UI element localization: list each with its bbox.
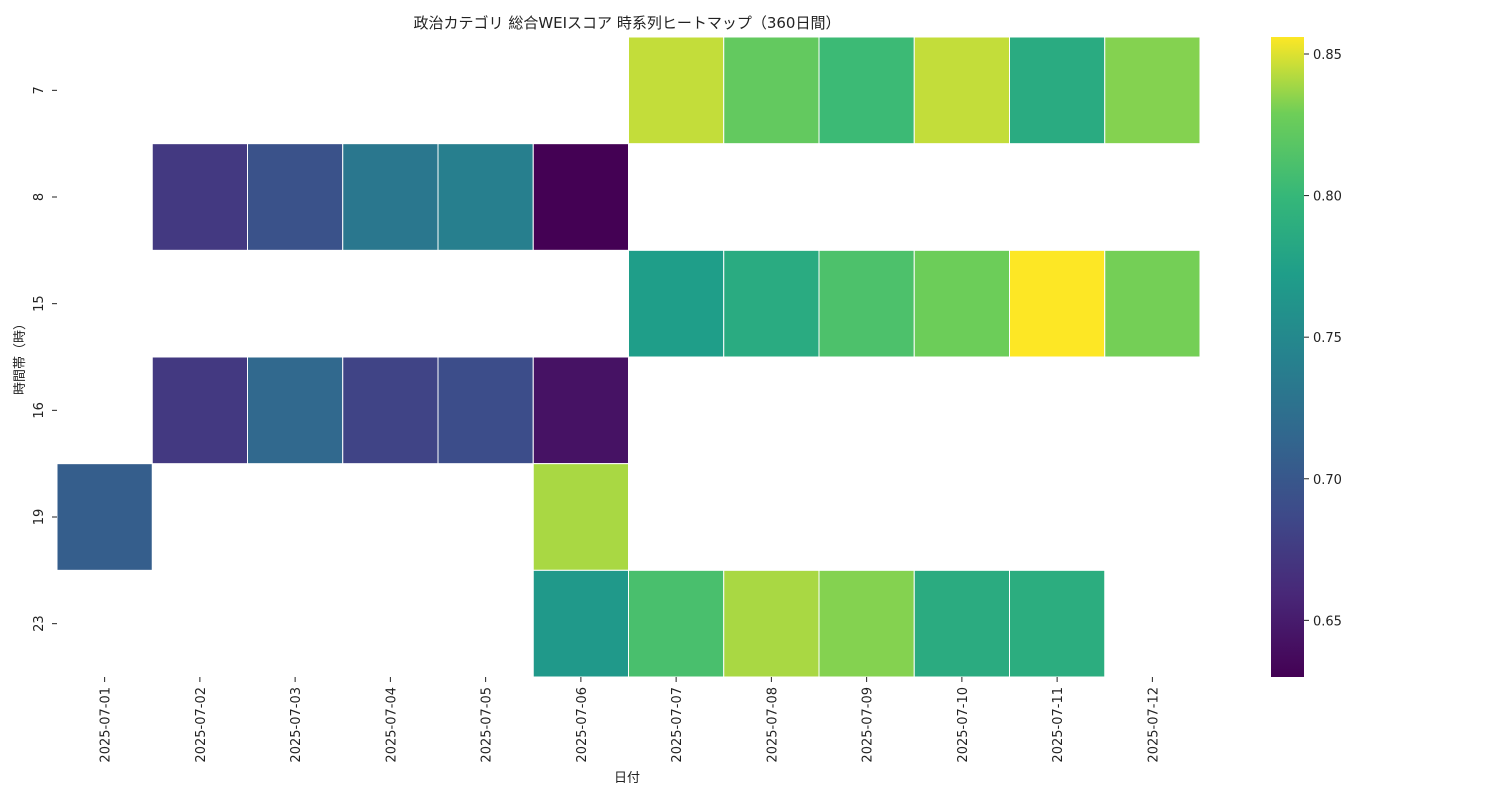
heatmap-cell (56, 463, 153, 571)
heatmap-cell (818, 569, 915, 678)
heatmap-cell (247, 356, 344, 465)
heatmap-cell (1104, 249, 1201, 358)
x-tick-label: 2025-07-01 (99, 687, 114, 763)
heatmap-cell (628, 36, 725, 145)
heatmap-cell (628, 569, 725, 678)
heatmap-cells (56, 36, 1201, 678)
colorbar-tick-label: 0.80 (1313, 190, 1342, 205)
x-tick-label: 2025-07-09 (861, 687, 876, 763)
y-tick-label: 23 (32, 615, 47, 632)
heatmap-cell (151, 356, 248, 465)
heatmap-cell (437, 143, 534, 251)
heatmap-cell (532, 143, 629, 251)
colorbar-tick-label: 0.70 (1313, 473, 1342, 488)
heatmap-cell (342, 143, 439, 251)
heatmap-cell (532, 356, 629, 465)
x-axis-label: 日付 (614, 771, 640, 786)
heatmap-cell (151, 143, 248, 251)
heatmap-cell (342, 356, 439, 465)
heatmap-cell (913, 569, 1010, 678)
heatmap-cell (532, 569, 629, 678)
x-tick-label: 2025-07-11 (1051, 687, 1066, 763)
x-tick-label: 2025-07-03 (289, 687, 304, 763)
x-tick-label: 2025-07-07 (670, 687, 685, 763)
heatmap-cell (532, 463, 629, 571)
heatmap-cell (1104, 36, 1201, 145)
heatmap-cell (723, 36, 820, 145)
y-tick-label: 16 (32, 402, 47, 419)
y-axis-label: 時間帯（時） (13, 317, 28, 395)
heatmap-cell (437, 356, 534, 465)
x-tick-label: 2025-07-10 (956, 687, 971, 763)
colorbar-ticks: 0.65 0.70 0.75 0.80 0.85 (1304, 48, 1342, 629)
colorbar-tick-label: 0.75 (1313, 331, 1342, 346)
heatmap-cell (1009, 249, 1106, 358)
x-tick-label: 2025-07-12 (1146, 687, 1161, 763)
colorbar-tick-label: 0.85 (1313, 48, 1342, 63)
x-tick-label: 2025-07-02 (194, 687, 209, 763)
x-tick-label: 2025-07-08 (765, 687, 780, 763)
heatmap-cell (818, 36, 915, 145)
heatmap-cell (1009, 36, 1106, 145)
y-tick-label: 15 (32, 295, 47, 312)
heatmap-cell (913, 36, 1010, 145)
y-tick-label: 19 (32, 509, 47, 526)
heatmap-cell (628, 249, 725, 358)
y-axis-ticks: 7 8 15 16 19 23 (32, 86, 57, 632)
heatmap-cell (723, 249, 820, 358)
colorbar (1271, 37, 1304, 677)
heatmap-cell (913, 249, 1010, 358)
colorbar-tick-label: 0.65 (1313, 614, 1342, 629)
x-tick-label: 2025-07-05 (480, 687, 495, 763)
x-axis-ticks: 2025-07-01 2025-07-02 2025-07-03 2025-07-04… (99, 677, 1161, 763)
x-tick-label: 2025-07-04 (384, 687, 399, 763)
y-tick-label: 7 (32, 86, 47, 94)
chart-title: 政治カテゴリ 総合WEIスコア 時系列ヒートマップ（360日間） (414, 14, 841, 32)
heatmap-cell (818, 249, 915, 358)
x-tick-label: 2025-07-06 (575, 687, 590, 763)
y-tick-label: 8 (32, 193, 47, 201)
heatmap-cell (723, 569, 820, 678)
heatmap-cell (247, 143, 344, 251)
heatmap-cell (1009, 569, 1106, 678)
